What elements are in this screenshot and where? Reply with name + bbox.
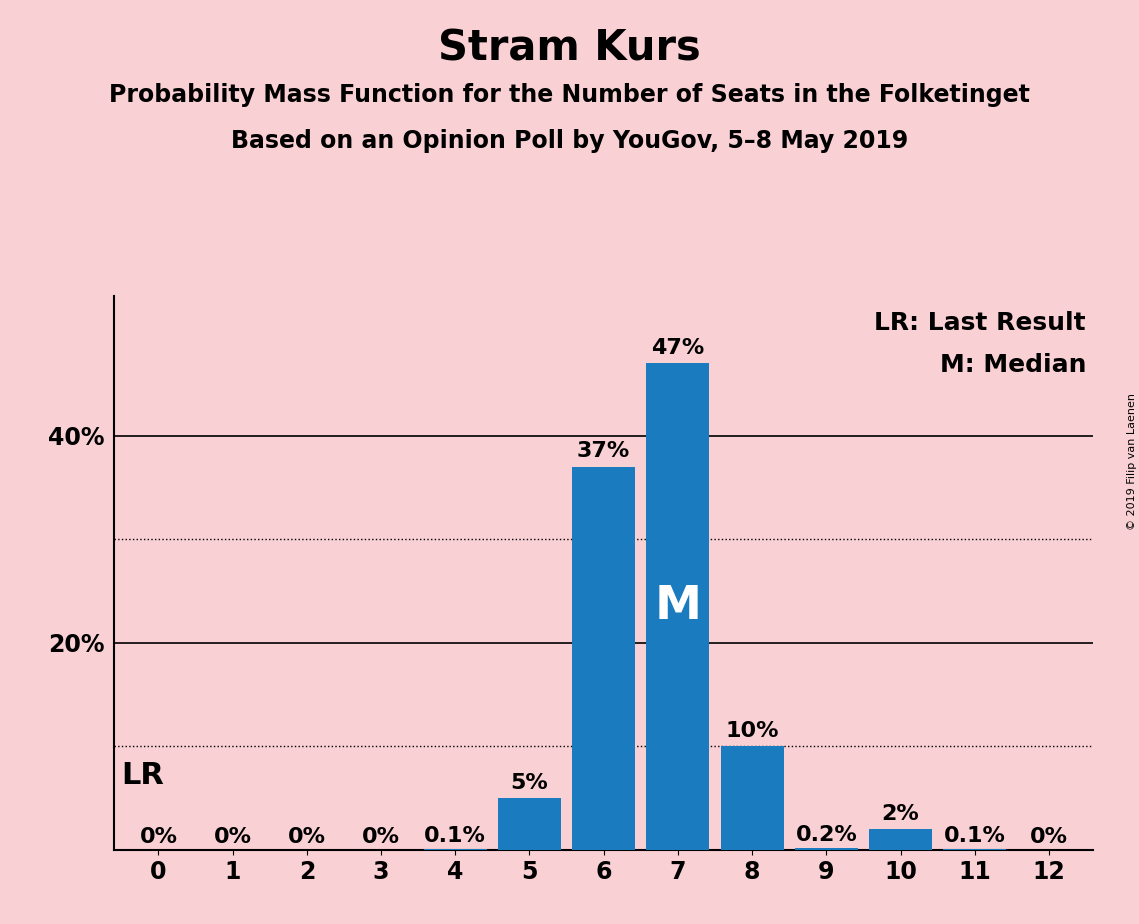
Text: 0.1%: 0.1% <box>944 826 1006 846</box>
Bar <box>721 747 784 850</box>
Text: 0%: 0% <box>139 827 178 847</box>
Bar <box>646 363 710 850</box>
Bar <box>424 849 486 850</box>
Text: 47%: 47% <box>652 338 705 358</box>
Text: M: Median: M: Median <box>940 353 1085 377</box>
Text: LR: LR <box>122 761 164 790</box>
Text: Probability Mass Function for the Number of Seats in the Folketinget: Probability Mass Function for the Number… <box>109 83 1030 107</box>
Bar <box>498 798 562 850</box>
Bar <box>572 467 636 850</box>
Text: Stram Kurs: Stram Kurs <box>439 28 700 69</box>
Text: 10%: 10% <box>726 722 779 741</box>
Text: Based on an Opinion Poll by YouGov, 5–8 May 2019: Based on an Opinion Poll by YouGov, 5–8 … <box>231 129 908 153</box>
Text: 2%: 2% <box>882 804 919 824</box>
Text: 5%: 5% <box>510 773 548 793</box>
Bar <box>795 848 858 850</box>
Bar <box>943 849 1006 850</box>
Text: © 2019 Filip van Laenen: © 2019 Filip van Laenen <box>1126 394 1137 530</box>
Bar <box>869 830 932 850</box>
Text: 37%: 37% <box>577 442 630 461</box>
Text: M: M <box>655 584 702 629</box>
Text: 0%: 0% <box>362 827 400 847</box>
Text: 0%: 0% <box>214 827 252 847</box>
Text: 0%: 0% <box>288 827 326 847</box>
Text: 0.1%: 0.1% <box>425 826 486 846</box>
Text: 0%: 0% <box>1030 827 1068 847</box>
Text: LR: Last Result: LR: Last Result <box>875 311 1085 335</box>
Text: 0.2%: 0.2% <box>795 825 858 845</box>
